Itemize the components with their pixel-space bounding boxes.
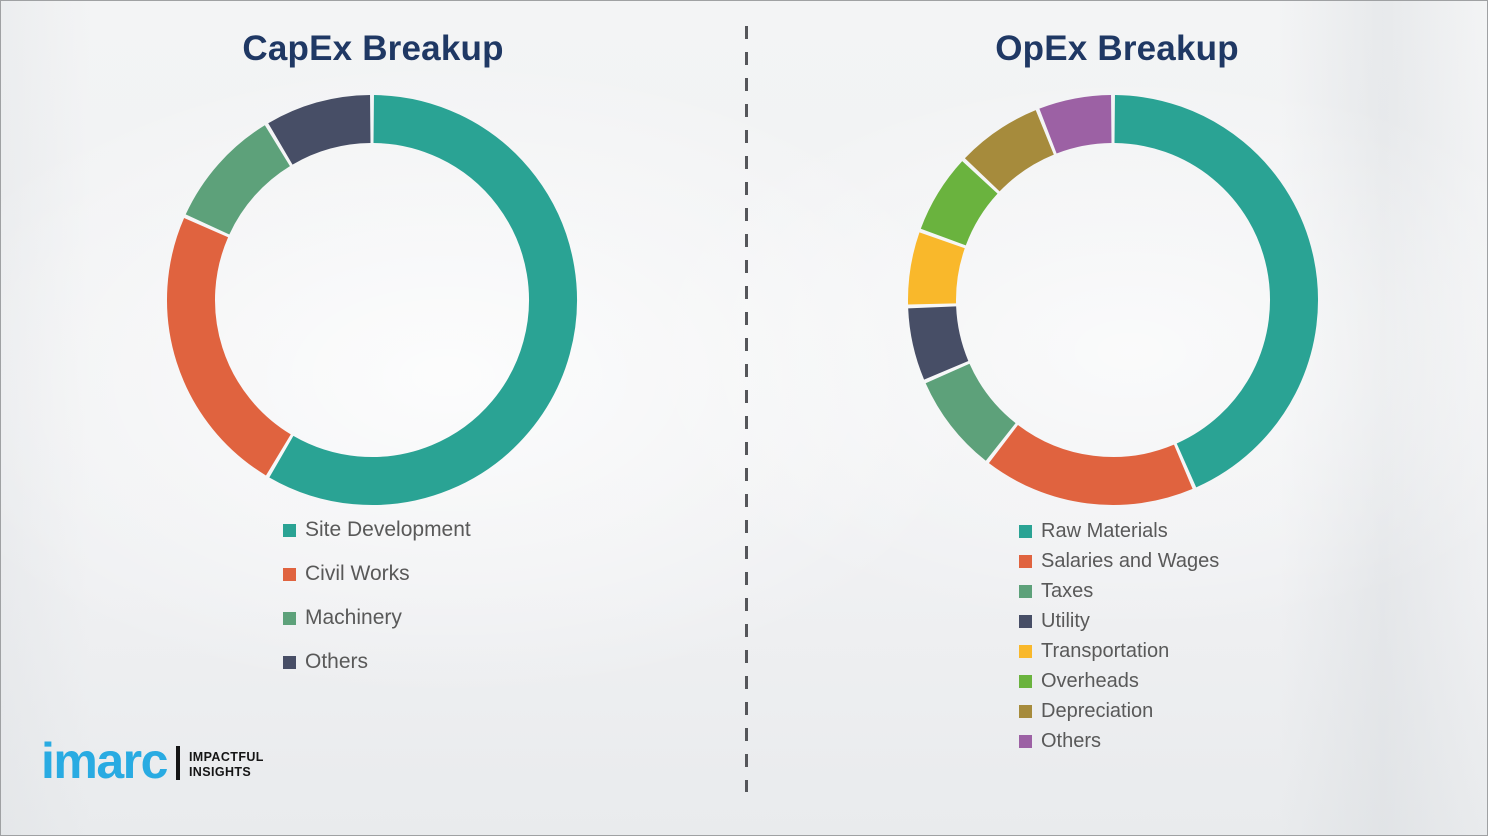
legend-item: Taxes [1019, 576, 1219, 606]
donut-segment-raw-materials [1114, 95, 1318, 488]
donut-segment-overheads [920, 161, 998, 246]
capex-donut-chart [167, 95, 577, 505]
legend-marker [1019, 644, 1032, 658]
capex-panel: CapEx Breakup Site Development Civil Work… [1, 1, 745, 835]
legend-item: Others [283, 640, 471, 684]
donut-segment-others [268, 95, 372, 165]
legend-marker [1019, 734, 1032, 748]
legend-label: Salaries and Wages [1041, 549, 1220, 572]
legend-item: Transportation [1019, 636, 1219, 666]
donut-segment-salaries-and-wages [988, 424, 1193, 505]
legend-label: Others [305, 650, 369, 673]
donut-segment-site-development [269, 95, 577, 505]
imarc-tagline-line1: IMPACTFUL [188, 750, 264, 764]
donut-segment-depreciation [964, 110, 1055, 192]
imarc-logo-tagline: IMPACTFUL INSIGHTS [189, 750, 264, 780]
imarc-logo: imarc IMPACTFUL INSIGHTS [41, 733, 264, 789]
legend-label: Utility [1041, 609, 1090, 632]
panel-divider-dashed-line [745, 26, 748, 792]
capex-legend: Site Development Civil Works Machinery Othe… [283, 508, 471, 684]
imarc-tagline-line2: INSIGHTS [188, 765, 252, 779]
legend-label: Taxes [1041, 579, 1094, 602]
legend-item: Site Development [283, 508, 471, 552]
legend-item: Depreciation [1019, 696, 1219, 726]
legend-marker [1019, 554, 1032, 568]
legend-item: Raw Materials [1019, 516, 1219, 546]
legend-marker [283, 611, 296, 625]
legend-marker [283, 655, 296, 669]
legend-marker [283, 523, 296, 537]
legend-label: Depreciation [1041, 699, 1154, 722]
donut-segment-taxes [925, 363, 1017, 461]
donut-segment-others [1039, 95, 1113, 154]
donut-segment-machinery [185, 125, 291, 236]
legend-item: Machinery [283, 596, 471, 640]
donut-segment-utility [908, 305, 969, 380]
opex-donut-chart [908, 95, 1318, 505]
legend-item: Civil Works [283, 552, 471, 596]
legend-label: Transportation [1041, 639, 1170, 662]
legend-item: Overheads [1019, 666, 1219, 696]
legend-label: Site Development [305, 518, 471, 541]
legend-marker [1019, 674, 1032, 688]
legend-item: Utility [1019, 606, 1219, 636]
legend-marker [1019, 584, 1032, 598]
imarc-logo-wordmark: imarc [41, 733, 168, 789]
legend-marker [1019, 614, 1032, 628]
legend-label: Others [1041, 729, 1102, 752]
capex-title: CapEx Breakup [242, 29, 504, 68]
legend-label: Machinery [305, 606, 402, 629]
legend-label: Raw Materials [1041, 519, 1168, 542]
opex-title: OpEx Breakup [995, 29, 1239, 68]
opex-legend: Raw Materials Salaries and Wages Taxes Util… [1019, 516, 1219, 756]
legend-item: Others [1019, 726, 1219, 756]
legend-label: Civil Works [305, 562, 410, 585]
imarc-logo-divider-bar [175, 746, 180, 780]
legend-label: Overheads [1041, 669, 1139, 692]
legend-marker [1019, 704, 1032, 718]
opex-panel: OpEx Breakup Raw Materials Salaries and W… [745, 1, 1487, 835]
legend-marker [1019, 524, 1032, 538]
legend-marker [283, 567, 296, 581]
donut-segment-civil-works [167, 218, 292, 476]
legend-item: Salaries and Wages [1019, 546, 1219, 576]
donut-segment-transportation [908, 232, 965, 305]
